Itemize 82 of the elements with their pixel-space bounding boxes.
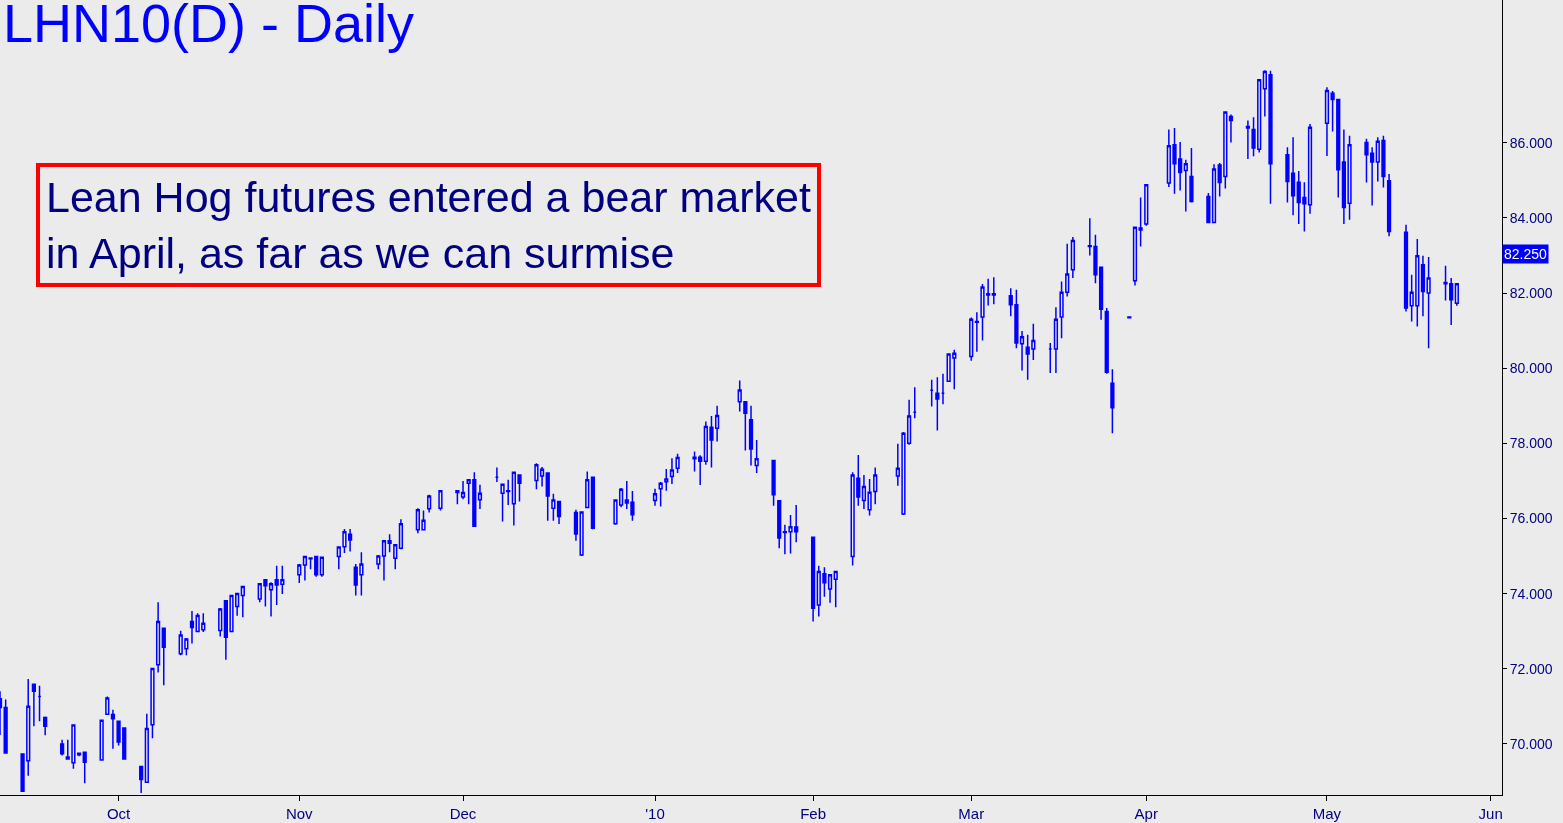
y-tick-label: 86.000 xyxy=(1509,134,1553,151)
y-tick-label: 80.000 xyxy=(1509,360,1553,377)
candlestick xyxy=(494,466,500,483)
candlestick xyxy=(477,483,483,510)
candlestick xyxy=(1070,236,1075,279)
x-tick-label: Mar xyxy=(958,805,985,822)
x-tick-label: '10 xyxy=(645,805,665,822)
candlestick xyxy=(139,765,144,794)
candlestick xyxy=(1189,147,1194,204)
candlestick xyxy=(82,750,87,785)
candlestick xyxy=(652,488,658,507)
candlestick xyxy=(974,311,979,353)
candlestick xyxy=(935,376,940,432)
candlestick xyxy=(675,453,680,474)
candlestick xyxy=(940,373,946,406)
candlestick xyxy=(37,684,42,723)
candlestick xyxy=(189,610,195,645)
candlestick xyxy=(658,481,663,508)
candlestick xyxy=(991,276,996,306)
candlestick xyxy=(155,601,161,674)
candlestick xyxy=(144,713,149,784)
x-tick-label: May xyxy=(1312,805,1342,822)
candlestick xyxy=(427,494,432,514)
y-tick-label: 82.000 xyxy=(1509,284,1553,301)
y-tick-label: 72.000 xyxy=(1509,660,1553,677)
x-tick-label: Dec xyxy=(449,805,477,822)
candlestick xyxy=(393,543,398,570)
candlestick xyxy=(99,719,104,762)
candlestick xyxy=(664,468,669,492)
candlestick xyxy=(1048,342,1053,374)
candlestick xyxy=(585,470,590,510)
candlestick xyxy=(105,695,110,716)
candlestick xyxy=(748,405,754,467)
y-tick-label: 76.000 xyxy=(1509,510,1553,527)
y-tick-label: 70.000 xyxy=(1509,735,1553,752)
candlestick xyxy=(590,476,596,531)
candlestick xyxy=(777,500,782,549)
x-tick-label: Nov xyxy=(285,805,314,822)
candlestick xyxy=(438,489,443,512)
candlestick xyxy=(1228,113,1234,144)
candlestick xyxy=(1386,173,1392,238)
candlestick xyxy=(161,627,166,687)
candlestick xyxy=(1144,183,1149,227)
candlestick xyxy=(912,386,917,419)
candlestick xyxy=(1104,307,1109,375)
x-tick-label: Jun xyxy=(1478,805,1503,822)
y-tick-label: 78.000 xyxy=(1509,435,1553,452)
candlestick xyxy=(669,457,675,485)
x-tick-label: Apr xyxy=(1134,805,1158,822)
candlestick xyxy=(1403,223,1409,313)
candlestick xyxy=(1454,282,1459,307)
candlestick xyxy=(110,708,116,750)
candlestick xyxy=(1110,368,1115,434)
candlestick xyxy=(929,379,934,408)
candlestick xyxy=(1183,158,1188,213)
annotation: Lean Hog futures entered a bear market in April, as far as we can surmise xyxy=(46,173,811,277)
candlestick xyxy=(398,518,404,551)
candlestick xyxy=(3,698,8,754)
candlestick xyxy=(545,472,550,522)
y-tick-label: 74.000 xyxy=(1509,585,1553,602)
candlestick xyxy=(319,555,324,578)
candlestick xyxy=(218,607,223,638)
candlestick xyxy=(754,439,759,474)
text: 82.250 xyxy=(1504,246,1548,262)
candlestick xyxy=(833,569,838,608)
y-tick-label: 84.000 xyxy=(1509,209,1553,226)
candlestick xyxy=(240,584,245,619)
candlestick xyxy=(1053,306,1059,374)
candlestick xyxy=(297,563,302,584)
candlestick xyxy=(1127,316,1132,320)
candlestick xyxy=(1245,119,1251,160)
candlestick xyxy=(376,554,381,570)
candlestick xyxy=(59,739,65,757)
candlestick xyxy=(771,459,776,507)
x-tick-label: Feb xyxy=(800,805,827,822)
candlestick xyxy=(969,316,974,362)
candlestick xyxy=(150,667,155,740)
candlestick xyxy=(43,715,48,737)
candlestick xyxy=(810,536,816,623)
chart-title: LHN10(D) - Daily xyxy=(3,0,415,53)
candlestick xyxy=(31,683,37,727)
x-tick-label: Oct xyxy=(106,805,132,822)
